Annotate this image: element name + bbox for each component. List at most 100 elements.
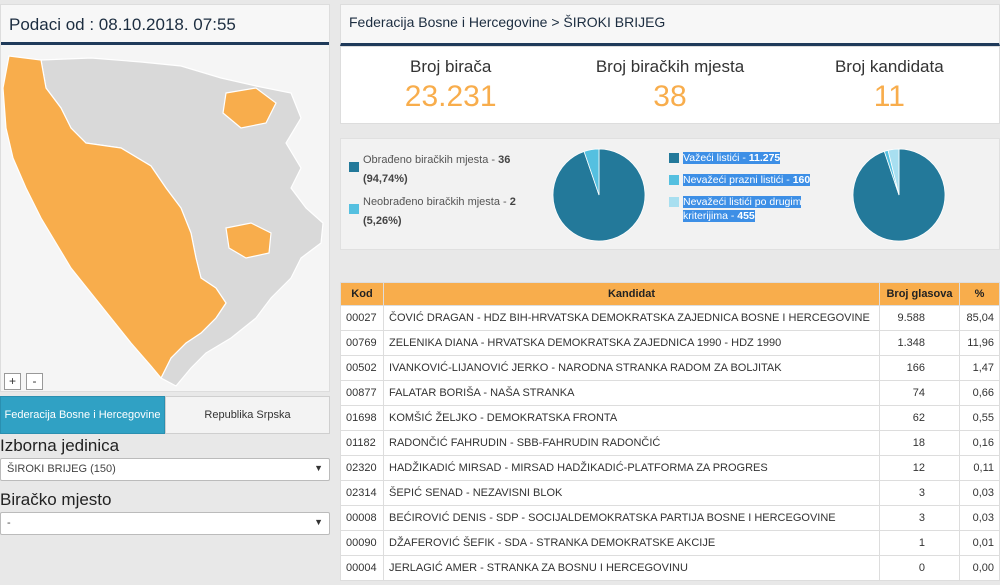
- ballots-legend: Važeći listići - 11.275 Nevažeći prazni …: [669, 151, 819, 231]
- tab-fbih[interactable]: Federacija Bosne i Hercegovine: [0, 396, 165, 434]
- cell-pct: 0,01: [959, 530, 1000, 556]
- table-header-row: Kod Kandidat Broj glasova %: [340, 282, 1000, 306]
- chevron-down-icon: ▼: [314, 463, 323, 473]
- cell-pct: 0,11: [959, 455, 1000, 481]
- legend-count: 2: [509, 196, 516, 208]
- cell-candidate: BEĆIROVIĆ DENIS - SDP - SOCIJALDEMOKRATS…: [383, 505, 880, 531]
- legend-item-valid: Važeći listići - 11.275: [669, 151, 819, 165]
- cell-candidate: ZELENIKA DIANA - HRVATSKA DEMOKRATSKA ZA…: [383, 330, 880, 356]
- legend-count: 36: [498, 154, 511, 166]
- col-header-code[interactable]: Kod: [340, 282, 384, 306]
- ballots-pie-chart: [852, 148, 946, 242]
- cell-pct: 0,55: [959, 405, 1000, 431]
- legend-swatch: [669, 197, 679, 207]
- bih-map[interactable]: [1, 48, 329, 391]
- cell-code: 02314: [340, 480, 384, 506]
- cell-pct: 1,47: [959, 355, 1000, 381]
- cell-votes: 0: [879, 555, 960, 581]
- stat-value: 11: [873, 80, 905, 113]
- map-region-fbih[interactable]: [2, 55, 227, 380]
- processed-pie-slice-1[interactable]: [583, 148, 600, 196]
- table-row[interactable]: 02314 ŠEPIĆ SENAD - NEZAVISNI BLOK 3 0,03: [340, 480, 1000, 506]
- table-row[interactable]: 00502 IVANKOVIĆ-LIJANOVIĆ JERKO - NARODNA…: [340, 355, 1000, 381]
- map-region-fbih-east[interactable]: [225, 222, 272, 259]
- table-row[interactable]: 02320 HADŽIKADIĆ MIRSAD - MIRSAD HADŽIKAD…: [340, 455, 1000, 481]
- ballots-pie-slice-2[interactable]: [887, 148, 900, 196]
- col-header-candidate[interactable]: Kandidat: [383, 282, 880, 306]
- polling-station-select[interactable]: - ▼: [0, 512, 330, 535]
- bih-map-svg[interactable]: [1, 48, 329, 391]
- electoral-unit-label: Izborna jedinica: [0, 436, 120, 455]
- cell-candidate: FALATAR BORIŠA - NAŠA STRANKA: [383, 380, 880, 406]
- cell-candidate: DŽAFEROVIĆ ŠEFIK - SDA - STRANKA DEMOKRA…: [383, 530, 880, 556]
- breadcrumb: Federacija Bosne i Hercegovine > ŠIROKI …: [340, 4, 1000, 46]
- entity-tabs: Federacija Bosne i Hercegovine Republika…: [0, 396, 330, 434]
- table-row[interactable]: 00090 DŽAFEROVIĆ ŠEFIK - SDA - STRANKA DE…: [340, 530, 1000, 556]
- cell-pct: 85,04: [959, 305, 1000, 331]
- table-row[interactable]: 00877 FALATAR BORIŠA - NAŠA STRANKA 74 0,66: [340, 380, 1000, 406]
- cell-pct: 0,03: [959, 480, 1000, 506]
- charts-panel: Obrađeno biračkih mjesta - 36 (94,74%) N…: [340, 138, 1000, 250]
- cell-candidate: IVANKOVIĆ-LIJANOVIĆ JERKO - NARODNA STRA…: [383, 355, 880, 381]
- legend-text: Nevažeći listići po drugim kriterijima -…: [683, 196, 802, 222]
- legend-text: Važeći listići - 11.275: [683, 152, 781, 164]
- legend-item-unprocessed: Neobrađeno biračkih mjesta - 2 (5,26%): [349, 193, 524, 231]
- stat-label: Broj birača: [410, 57, 492, 76]
- polling-station-value: -: [7, 517, 11, 529]
- cell-code: 02320: [340, 455, 384, 481]
- cell-code: 00769: [340, 330, 384, 356]
- cell-votes: 74: [879, 380, 960, 406]
- legend-item-processed: Obrađeno biračkih mjesta - 36 (94,74%): [349, 151, 524, 189]
- processed-legend: Obrađeno biračkih mjesta - 36 (94,74%) N…: [349, 151, 524, 235]
- cell-votes: 1: [879, 530, 960, 556]
- legend-pct: (5,26%): [363, 215, 402, 227]
- map-region-fbih-north[interactable]: [222, 87, 277, 129]
- stat-candidates: Broj kandidata 11: [780, 47, 999, 123]
- cell-votes: 12: [879, 455, 960, 481]
- map-panel: Podaci od : 08.10.2018. 07:55 + -: [0, 4, 330, 392]
- col-header-votes[interactable]: Broj glasova: [879, 282, 960, 306]
- table-row[interactable]: 00004 JERLAGIĆ AMER - STRANKA ZA BOSNU I …: [340, 555, 1000, 581]
- stat-label: Broj kandidata: [834, 57, 944, 76]
- table-row[interactable]: 00027 ČOVIĆ DRAGAN - HDZ BIH-HRVATSKA DEM…: [340, 305, 1000, 331]
- cell-code: 00877: [340, 380, 384, 406]
- cell-candidate: RADONČIĆ FAHRUDIN - SBB-FAHRUDIN RADONČI…: [383, 430, 880, 456]
- table-row[interactable]: 01182 RADONČIĆ FAHRUDIN - SBB-FAHRUDIN RA…: [340, 430, 1000, 456]
- cell-candidate: ČOVIĆ DRAGAN - HDZ BIH-HRVATSKA DEMOKRAT…: [383, 305, 880, 331]
- cell-code: 00027: [340, 305, 384, 331]
- legend-item-invalid-empty: Nevažeći prazni listići - 160: [669, 173, 819, 187]
- cell-pct: 0,16: [959, 430, 1000, 456]
- legend-item-invalid-other: Nevažeći listići po drugim kriterijima -…: [669, 195, 819, 223]
- legend-text: Nevažeći prazni listići - 160: [683, 174, 811, 186]
- cell-code: 00008: [340, 505, 384, 531]
- cell-votes: 166: [879, 355, 960, 381]
- zoom-out-button[interactable]: -: [26, 373, 43, 390]
- table-row[interactable]: 00769 ZELENIKA DIANA - HRVATSKA DEMOKRATS…: [340, 330, 1000, 356]
- stat-label: Broj biračkih mjesta: [595, 57, 745, 76]
- cell-code: 00004: [340, 555, 384, 581]
- cell-candidate: HADŽIKADIĆ MIRSAD - MIRSAD HADŽIKADIĆ-PL…: [383, 455, 880, 481]
- stats-panel: Broj birača 23.231 Broj biračkih mjesta …: [340, 46, 1000, 124]
- legend-pct: (94,74%): [363, 173, 408, 185]
- tab-republika-srpska[interactable]: Republika Srpska: [165, 396, 330, 434]
- data-timestamp: Podaci od : 08.10.2018. 07:55: [1, 5, 329, 45]
- cell-code: 01698: [340, 405, 384, 431]
- cell-pct: 0,03: [959, 505, 1000, 531]
- electoral-unit-select[interactable]: ŠIROKI BRIJEG (150) ▼: [0, 458, 330, 481]
- cell-votes: 3: [879, 505, 960, 531]
- cell-votes: 18: [879, 430, 960, 456]
- table-row[interactable]: 00008 BEĆIROVIĆ DENIS - SDP - SOCIJALDEMO…: [340, 505, 1000, 531]
- electoral-unit-value: ŠIROKI BRIJEG (150): [7, 463, 116, 475]
- chevron-down-icon: ▼: [314, 517, 323, 527]
- legend-swatch: [349, 204, 359, 214]
- legend-swatch: [349, 162, 359, 172]
- stat-value: 23.231: [404, 80, 497, 113]
- stat-voters: Broj birača 23.231: [341, 47, 560, 123]
- polling-station-label: Biračko mjesto: [0, 490, 112, 509]
- legend-swatch: [669, 175, 679, 185]
- processed-pie-chart: [552, 148, 646, 242]
- cell-code: 00090: [340, 530, 384, 556]
- zoom-in-button[interactable]: +: [4, 373, 21, 390]
- col-header-pct[interactable]: %: [959, 282, 1000, 306]
- table-row[interactable]: 01698 KOMŠIĆ ŽELJKO - DEMOKRATSKA FRONTA 6…: [340, 405, 1000, 431]
